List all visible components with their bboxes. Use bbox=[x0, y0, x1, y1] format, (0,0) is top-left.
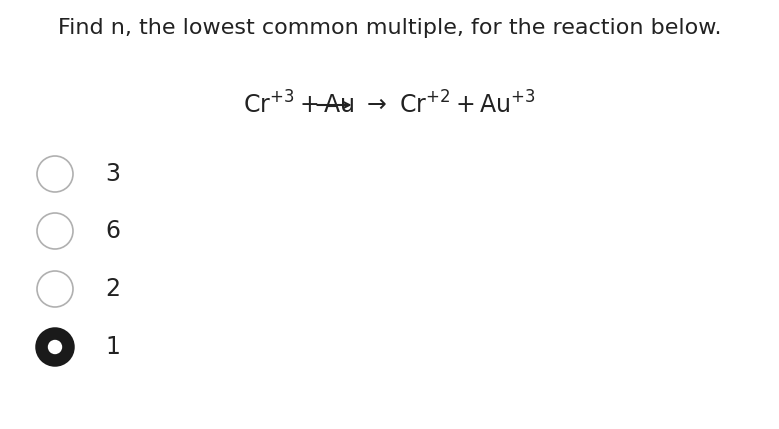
Text: 6: 6 bbox=[105, 219, 120, 243]
Circle shape bbox=[48, 340, 62, 354]
Text: 2: 2 bbox=[105, 277, 120, 301]
Text: 3: 3 bbox=[105, 162, 120, 186]
Circle shape bbox=[37, 271, 73, 307]
Circle shape bbox=[37, 329, 73, 365]
Text: 1: 1 bbox=[105, 335, 120, 359]
Circle shape bbox=[37, 213, 73, 249]
Text: Find n, the lowest common multiple, for the reaction below.: Find n, the lowest common multiple, for … bbox=[58, 18, 721, 38]
Circle shape bbox=[37, 156, 73, 192]
Text: $\rm Cr^{+3} + Au\ \rightarrow\ Cr^{+2} + Au^{+3}$: $\rm Cr^{+3} + Au\ \rightarrow\ Cr^{+2} … bbox=[243, 91, 536, 118]
